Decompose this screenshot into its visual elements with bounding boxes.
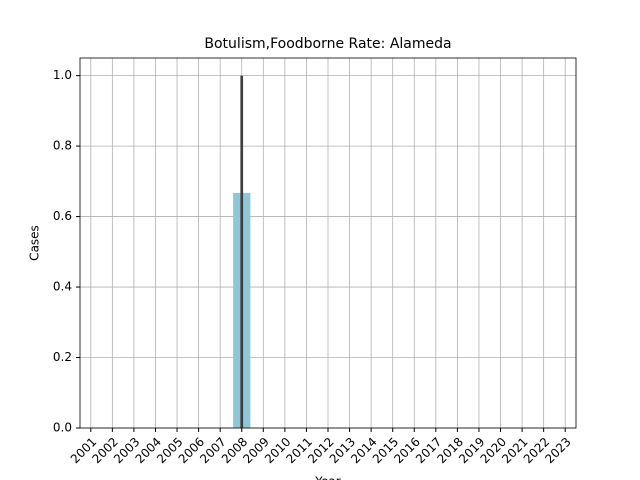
y-tick-label: 0.0 [53, 421, 72, 435]
y-tick-label: 0.4 [53, 280, 72, 294]
chart-title: Botulism,Foodborne Rate: Alameda [204, 36, 451, 52]
y-tick-label: 0.8 [53, 139, 72, 153]
y-tick-label: 0.6 [53, 209, 72, 223]
y-tick-label: 1.0 [53, 68, 72, 82]
y-axis-label: Cases [28, 225, 42, 261]
y-tick-label: 0.2 [53, 350, 72, 364]
plot-frame [79, 57, 577, 429]
x-axis-label: Year [314, 475, 340, 480]
